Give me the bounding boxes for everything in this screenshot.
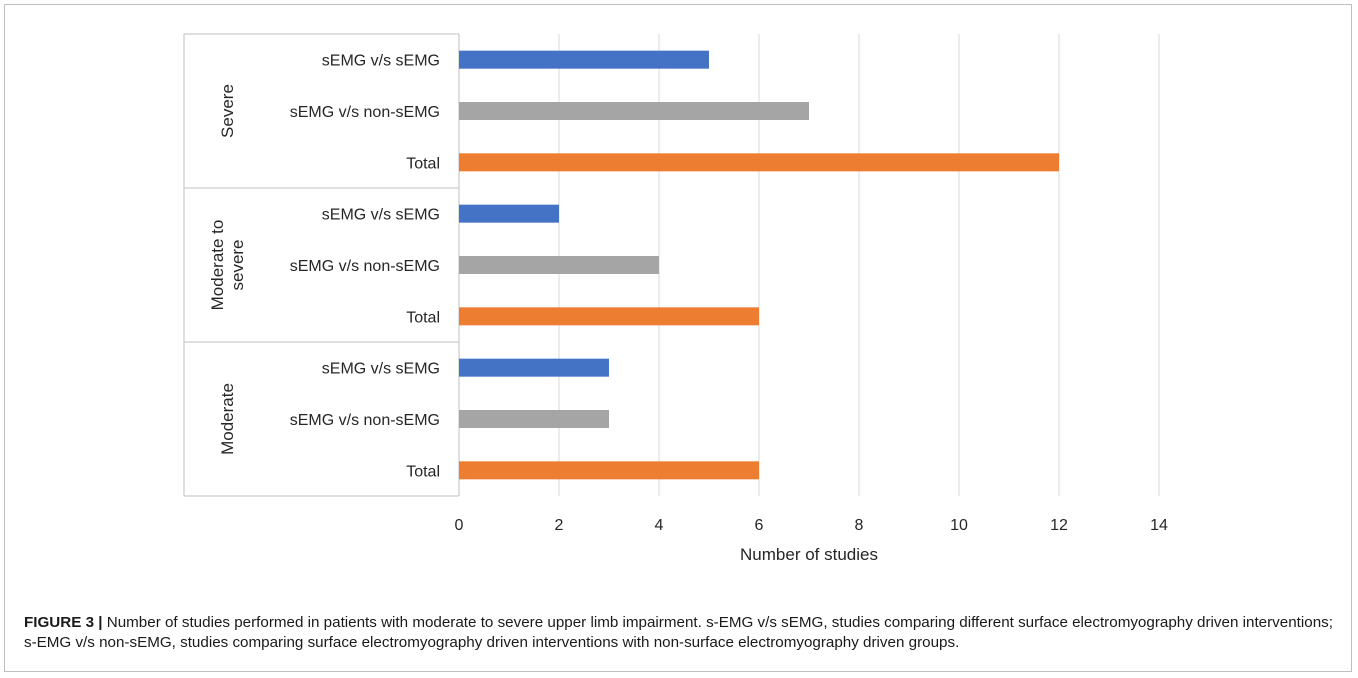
x-tick-label: 14 (1150, 517, 1168, 534)
category-label: Total (406, 155, 440, 172)
x-tick-label: 2 (555, 517, 564, 534)
x-tick-labels: 0 2 4 6 8 10 12 14 (455, 517, 1168, 534)
bar (459, 410, 609, 428)
x-tick-label: 4 (655, 517, 664, 534)
category-label: sEMG v/s non-sEMG (290, 412, 440, 429)
bars (459, 50, 1059, 480)
x-tick-label: 8 (855, 517, 864, 534)
group-label: Severe (218, 84, 237, 138)
category-label: sEMG v/s sEMG (322, 361, 440, 378)
bar (459, 50, 709, 69)
category-label: sEMG v/s sEMG (322, 207, 440, 224)
x-tick-label: 10 (950, 517, 968, 534)
category-label: sEMG v/s non-sEMG (290, 258, 440, 275)
bar (459, 358, 609, 377)
bar-chart: sEMG v/s sEMG sEMG v/s non-sEMG Total Sever… (183, 33, 1168, 564)
figure-caption: FIGURE 3 | Number of studies performed i… (24, 613, 1344, 653)
bar (459, 256, 659, 274)
x-tick-label: 12 (1050, 517, 1068, 534)
bar (459, 204, 559, 223)
bar (459, 102, 809, 120)
group-label: Moderate tosevere (208, 220, 247, 311)
bar (459, 153, 1059, 172)
category-labels: sEMG v/s sEMG sEMG v/s non-sEMG Total Sever… (208, 53, 440, 481)
bar (459, 307, 759, 326)
caption-text: Number of studies performed in patients … (24, 614, 1333, 651)
x-axis-title: Number of studies (740, 545, 878, 564)
x-tick-label: 0 (455, 517, 464, 534)
group-label: Moderate (218, 383, 237, 455)
x-tick-label: 6 (755, 517, 764, 534)
bar (459, 461, 759, 480)
category-label: sEMG v/s sEMG (322, 53, 440, 70)
category-label: Total (406, 463, 440, 480)
caption-figure-label: FIGURE 3 | (24, 614, 103, 631)
figure-frame: sEMG v/s sEMG sEMG v/s non-sEMG Total Sever… (4, 4, 1352, 672)
category-label: sEMG v/s non-sEMG (290, 104, 440, 121)
category-label: Total (406, 309, 440, 326)
